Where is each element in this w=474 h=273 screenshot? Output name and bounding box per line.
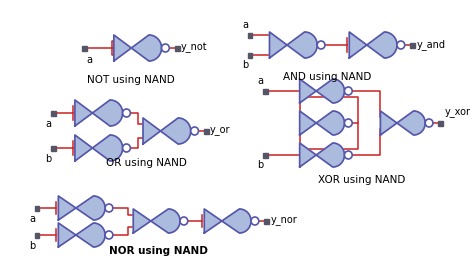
Text: NOR using NAND: NOR using NAND <box>109 246 208 256</box>
Text: XOR using NAND: XOR using NAND <box>318 175 405 185</box>
Polygon shape <box>58 196 105 220</box>
Polygon shape <box>204 209 251 233</box>
Polygon shape <box>263 88 268 93</box>
Polygon shape <box>174 46 180 51</box>
Polygon shape <box>247 32 253 37</box>
Polygon shape <box>270 32 317 58</box>
Polygon shape <box>410 43 415 48</box>
Text: b: b <box>46 154 52 164</box>
Polygon shape <box>263 153 268 158</box>
Circle shape <box>317 41 325 49</box>
Circle shape <box>162 44 169 52</box>
Text: b: b <box>242 60 248 70</box>
Polygon shape <box>58 223 105 247</box>
Circle shape <box>345 151 352 159</box>
Polygon shape <box>51 146 56 150</box>
Polygon shape <box>300 143 345 167</box>
Polygon shape <box>35 233 39 238</box>
Polygon shape <box>75 100 123 126</box>
Polygon shape <box>133 209 180 233</box>
Polygon shape <box>82 46 87 51</box>
Polygon shape <box>51 111 56 115</box>
Polygon shape <box>35 206 39 210</box>
Text: a: a <box>242 20 248 30</box>
Text: b: b <box>29 241 35 251</box>
Polygon shape <box>381 111 425 135</box>
Text: b: b <box>257 160 264 170</box>
Polygon shape <box>75 135 123 161</box>
Circle shape <box>251 217 259 225</box>
Circle shape <box>397 41 405 49</box>
Polygon shape <box>300 111 345 135</box>
Text: AND using NAND: AND using NAND <box>283 72 371 82</box>
Circle shape <box>191 127 199 135</box>
Circle shape <box>425 119 433 127</box>
Circle shape <box>123 144 130 152</box>
Text: y_or: y_or <box>210 126 231 136</box>
Polygon shape <box>300 79 345 103</box>
Polygon shape <box>204 129 209 133</box>
Text: y_nor: y_nor <box>271 216 297 226</box>
Text: a: a <box>258 76 264 86</box>
Text: a: a <box>46 119 52 129</box>
Circle shape <box>123 109 130 117</box>
Circle shape <box>105 231 113 239</box>
Polygon shape <box>114 35 162 61</box>
Polygon shape <box>264 218 269 224</box>
Polygon shape <box>349 32 397 58</box>
Text: NOT using NAND: NOT using NAND <box>88 75 175 85</box>
Circle shape <box>345 87 352 95</box>
Text: y_not: y_not <box>181 43 208 53</box>
Circle shape <box>105 204 113 212</box>
Polygon shape <box>438 120 443 126</box>
Polygon shape <box>143 118 191 144</box>
Circle shape <box>345 119 352 127</box>
Circle shape <box>180 217 188 225</box>
Text: a: a <box>29 214 35 224</box>
Text: y_xor: y_xor <box>445 108 471 118</box>
Text: OR using NAND: OR using NAND <box>106 158 186 168</box>
Text: y_and: y_and <box>417 40 446 51</box>
Text: a: a <box>87 55 92 65</box>
Polygon shape <box>247 52 253 58</box>
